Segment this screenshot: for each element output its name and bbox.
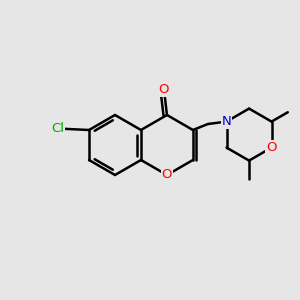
Text: N: N <box>222 115 231 128</box>
Text: O: O <box>159 83 169 96</box>
Text: O: O <box>266 141 277 154</box>
Text: O: O <box>162 169 172 182</box>
Text: Cl: Cl <box>51 122 64 135</box>
